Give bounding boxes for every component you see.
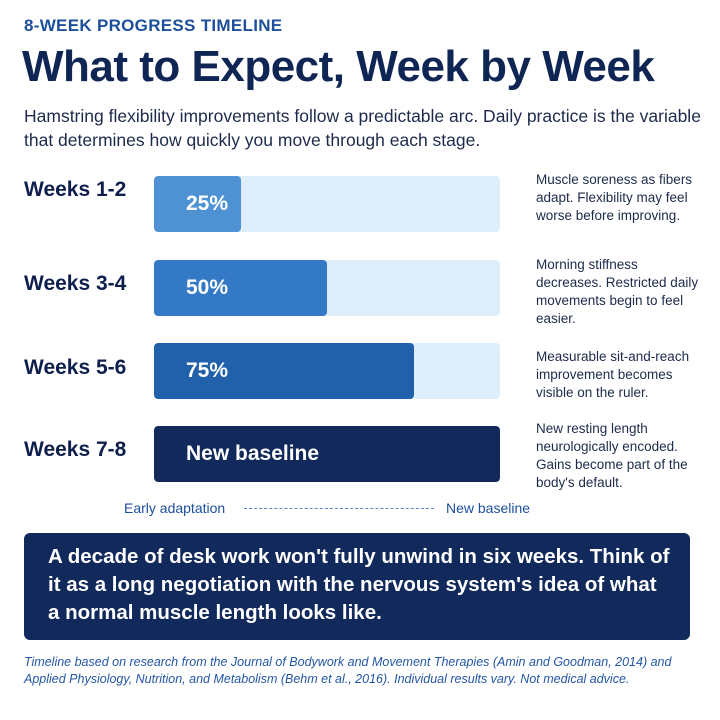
footnote: Timeline based on research from the Jour…: [24, 655, 672, 686]
eyebrow-label: 8-WEEK PROGRESS TIMELINE: [24, 16, 283, 35]
row-description: Measurable sit-and-reach improvement bec…: [536, 349, 690, 400]
callout-box: A decade of desk work won't fully unwind…: [24, 533, 690, 640]
bar-fill: [154, 176, 241, 232]
scale-end-label: New baseline: [446, 500, 531, 516]
callout-text: A decade of desk work won't fully unwind…: [48, 545, 670, 624]
bar-label: 50%: [186, 276, 229, 299]
bar-track: New baseline: [154, 426, 500, 482]
page-title: What to Expect, Week by Week: [22, 42, 655, 91]
row-description: New resting length neurologically encode…: [536, 421, 688, 490]
bar-label: 25%: [186, 192, 229, 215]
row-label: Weeks 7-8: [24, 438, 127, 461]
bar-track: 50%: [154, 260, 500, 316]
bar-fill: [154, 260, 327, 316]
row-label: Weeks 1-2: [24, 178, 127, 201]
row-label: Weeks 5-6: [24, 356, 127, 379]
page-subtitle: Hamstring flexibility improvements follo…: [24, 106, 701, 150]
scale-divider: [244, 508, 434, 509]
bar-label: New baseline: [186, 442, 320, 465]
row-description: Muscle soreness as fibers adapt. Flexibi…: [536, 172, 693, 223]
row-description: Morning stiffness decreases. Restricted …: [536, 257, 699, 326]
scale-start-label: Early adaptation: [124, 500, 226, 516]
bar-fill: [154, 343, 414, 399]
bar-track: 25%: [154, 176, 500, 232]
bar-fill: [154, 426, 500, 482]
bar-track: 75%: [154, 343, 500, 399]
bar-label: 75%: [186, 359, 229, 382]
row-label: Weeks 3-4: [24, 272, 127, 295]
